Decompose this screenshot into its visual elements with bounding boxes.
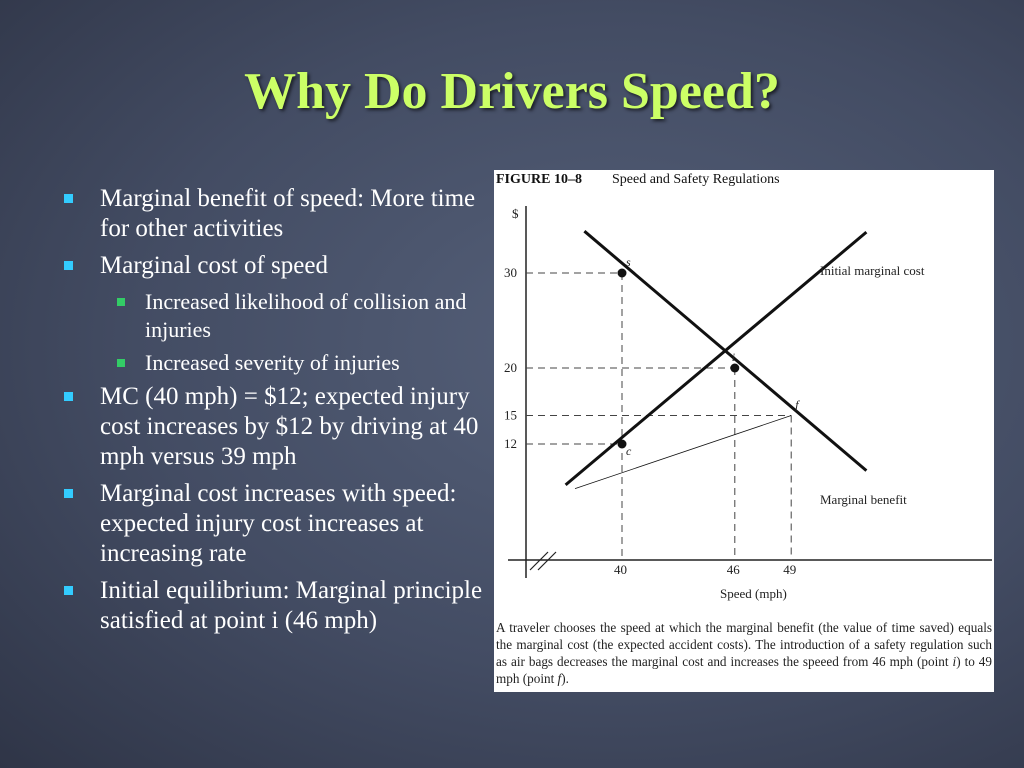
point-label-i: i — [732, 350, 735, 364]
bullet-item: Initial equilibrium: Marginal principle … — [60, 576, 496, 636]
y-tick-label: 30 — [504, 265, 517, 280]
y-tick-label: 12 — [504, 436, 517, 451]
x-axis-label: Speed (mph) — [720, 586, 787, 601]
bullet-item: MC (40 mph) = $12; expected injury cost … — [60, 382, 496, 472]
bullet-list: Marginal benefit of speed: More time for… — [60, 184, 496, 643]
point-s — [617, 268, 627, 278]
figure-caption: A traveler chooses the speed at which th… — [496, 619, 992, 687]
slide-title: Why Do Drivers Speed? — [244, 63, 780, 120]
new-marginal-cost-line — [574, 415, 792, 490]
bullet-item: Marginal benefit of speed: More time for… — [60, 184, 496, 244]
x-tick-label: 46 — [727, 562, 741, 577]
series-label-marginal-benefit: Marginal benefit — [820, 492, 907, 507]
point-i — [730, 363, 740, 373]
y-tick-label: 20 — [504, 360, 517, 375]
axis-break-mark — [529, 551, 549, 571]
caption-text: ) to 49 mph (point — [496, 654, 992, 686]
y-tick-label: 15 — [504, 408, 517, 423]
axis-break-mark — [537, 551, 557, 571]
sub-bullet-item: Increased severity of injuries — [60, 349, 496, 377]
figure-title: Speed and Safety Regulations — [612, 172, 780, 187]
figure-number: FIGURE 10–8 — [496, 172, 582, 187]
marginal-benefit-line — [583, 230, 868, 472]
marginal-cost-line — [564, 231, 868, 486]
caption-point-i: i — [952, 654, 957, 669]
sub-bullet-item: Increased likelihood of collision and in… — [60, 288, 496, 344]
figure-panel: FIGURE 10–8 Speed and Safety Regulations… — [494, 170, 994, 692]
point-c — [617, 439, 627, 449]
point-label-f: f — [795, 398, 800, 412]
caption-point-f: f — [557, 671, 562, 686]
y-axis-label: $ — [512, 206, 519, 221]
bullet-item: Marginal cost of speed — [60, 251, 496, 281]
x-tick-label: 40 — [614, 562, 627, 577]
x-tick-label: 49 — [783, 562, 796, 577]
point-label-s: s — [626, 255, 631, 269]
speed-safety-chart: FIGURE 10–8 Speed and Safety Regulations… — [496, 172, 992, 601]
caption-text: A traveler chooses the speed at which th… — [496, 620, 992, 669]
series-label-marginal-cost: Initial marginal cost — [820, 263, 925, 278]
bullet-item: Marginal cost increases with speed: expe… — [60, 479, 496, 569]
caption-text: ). — [561, 671, 569, 686]
point-label-c: c — [626, 444, 632, 458]
